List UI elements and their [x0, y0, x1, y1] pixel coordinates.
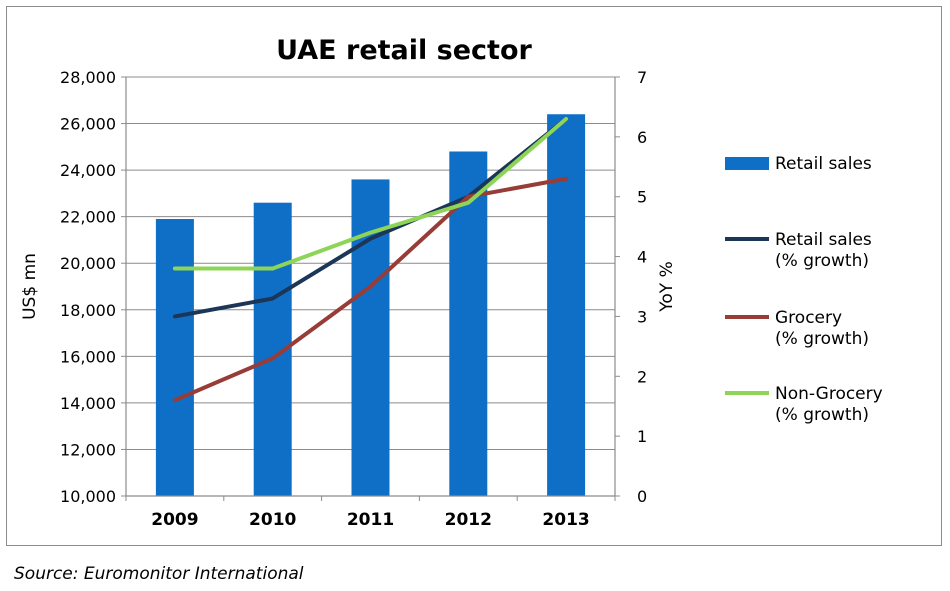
legend-grocery-growth-label: Grocery	[775, 308, 842, 328]
x-tick-label: 2010	[249, 510, 296, 530]
y-axis-title: US$ mn	[20, 253, 40, 320]
y-tick-label: 22,000	[60, 208, 116, 227]
legend-non-grocery-growth-label: Non-Grocery	[775, 384, 883, 404]
x-tick-label: 2009	[151, 510, 198, 530]
legend-non-grocery-growth-sublabel: (% growth)	[775, 405, 869, 425]
line-grocery-growth	[172, 176, 569, 403]
y-tick-label: 16,000	[60, 347, 116, 366]
y-tick-label: 26,000	[60, 115, 116, 134]
y-tick-label: 10,000	[60, 487, 116, 506]
legend-grocery-growth-sublabel: (% growth)	[775, 329, 869, 349]
y2-tick-label: 3	[637, 307, 647, 326]
source-note: Source: Euromonitor International	[14, 564, 304, 584]
y2-tick-label: 4	[637, 248, 647, 267]
x-tick-label: 2011	[347, 510, 394, 530]
y2-tick-label: 1	[637, 427, 647, 446]
legend-retail-sales-growth-sublabel: (% growth)	[775, 251, 869, 271]
x-tick-label: 2013	[542, 510, 589, 530]
line-non-grocery-growth	[172, 116, 569, 271]
chart-svg: UAE retail sector 10,000 12,000 14,000 16,00…	[20, 35, 883, 530]
bar-retail-sales	[155, 218, 194, 496]
y-tick-label: 24,000	[60, 161, 116, 180]
chart-frame: UAE retail sector 10,000 12,000 14,000 16,00…	[6, 6, 942, 546]
y2-tick-label: 2	[637, 367, 647, 386]
y2-tick-label: 7	[637, 68, 647, 87]
legend-swatch-retail-sales	[725, 157, 769, 170]
x-tick-label: 2012	[445, 510, 492, 530]
y-tick-label: 18,000	[60, 301, 116, 320]
y-tick-label: 20,000	[60, 254, 116, 273]
legend-label-retail-sales: Retail sales	[775, 154, 872, 174]
y2-tick-label: 5	[637, 188, 647, 207]
y2-tick-label: 6	[637, 128, 647, 147]
legend-retail-sales-growth-label: Retail sales	[775, 230, 872, 250]
y-tick-label: 14,000	[60, 394, 116, 413]
y2-tick-label: 0	[637, 487, 647, 506]
y-tick-label: 12,000	[60, 440, 116, 459]
y-tick-label: 28,000	[60, 68, 116, 87]
bar-retail-sales	[547, 114, 586, 496]
y2-axis-title: YoY %	[657, 261, 677, 312]
chart-title: UAE retail sector	[276, 35, 532, 66]
line-retail-sales-growth	[172, 116, 569, 319]
